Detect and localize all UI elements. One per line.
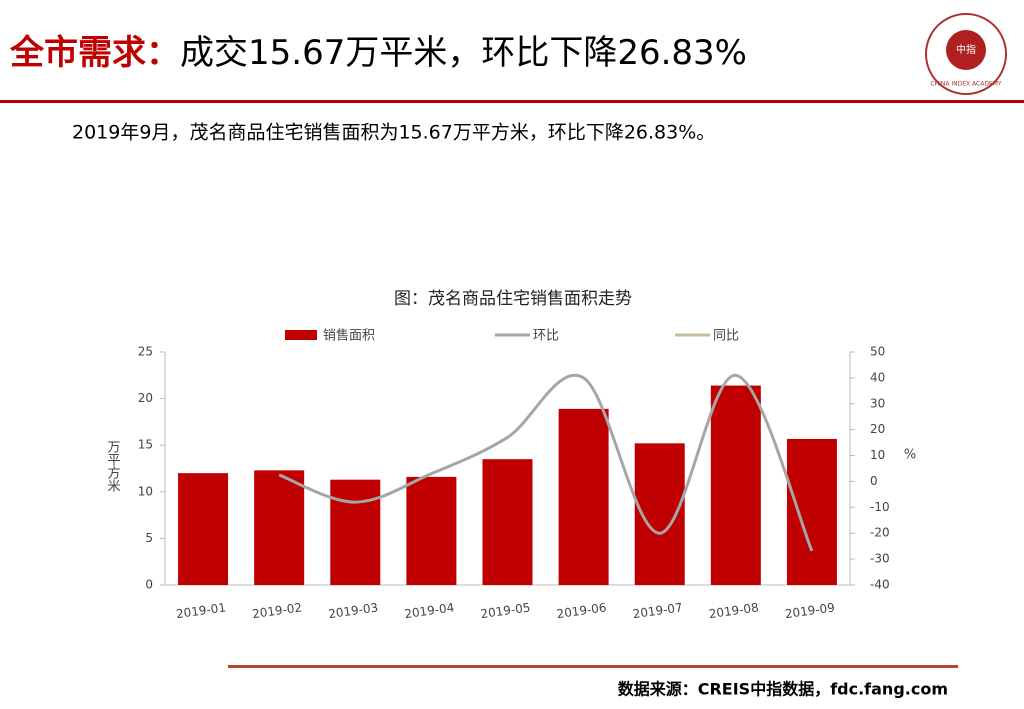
x-tick-label: 2019-05 bbox=[480, 600, 532, 621]
bar bbox=[330, 479, 381, 585]
title-prefix: 全市需求： bbox=[9, 33, 180, 73]
x-tick-label: 2019-01 bbox=[175, 600, 227, 621]
y2-tick-label: 50 bbox=[870, 345, 885, 359]
bar bbox=[558, 408, 609, 585]
x-tick-label: 2019-02 bbox=[251, 600, 303, 621]
footer-rule bbox=[228, 665, 958, 668]
y-axis-label: 万平方米 bbox=[105, 440, 121, 492]
bar bbox=[482, 459, 533, 585]
y2-axis-label: % bbox=[904, 448, 916, 463]
bar bbox=[406, 476, 457, 585]
y2-tick-label: 10 bbox=[870, 448, 885, 462]
logo-ring bbox=[925, 13, 1007, 95]
legend-swatch bbox=[285, 330, 317, 340]
line bbox=[278, 373, 814, 552]
legend-label: 同比 bbox=[713, 329, 739, 344]
header-rule bbox=[0, 100, 1024, 103]
logo: 中指 CHINA INDEX ACADEMY bbox=[925, 13, 1007, 95]
y2-tick-label: 30 bbox=[870, 396, 885, 410]
slide-title: 全市需求：成交15.67万平米，环比下降26.83% bbox=[9, 33, 747, 73]
x-tick-label: 2019-07 bbox=[632, 600, 684, 621]
y-tick-label: 0 bbox=[145, 578, 153, 592]
source: 数据来源：CREIS中指数据，fdc.fang.com bbox=[618, 680, 948, 699]
y2-tick-label: 40 bbox=[870, 370, 885, 384]
summary: 2019年9月，茂名商品住宅销售面积为15.67万平方米，环比下降26.83%。 bbox=[72, 122, 715, 144]
x-tick-label: 2019-06 bbox=[556, 600, 608, 621]
logo-text: CHINA INDEX ACADEMY bbox=[930, 81, 1002, 88]
logo-center: 中指 bbox=[956, 43, 976, 56]
x-tick-label: 2019-09 bbox=[784, 600, 836, 621]
x-tick-label: 2019-08 bbox=[708, 600, 760, 621]
x-tick-label: 2019-04 bbox=[404, 600, 456, 621]
y-tick-label: 5 bbox=[145, 531, 153, 545]
title-main: 成交15.67万平米，环比下降26.83% bbox=[180, 33, 747, 73]
legend-label: 销售面积 bbox=[323, 328, 375, 344]
legend-label: 环比 bbox=[533, 329, 559, 344]
y2-tick-label: 0 bbox=[870, 474, 878, 488]
y-tick-label: 25 bbox=[138, 345, 153, 359]
y-tick-label: 15 bbox=[138, 438, 153, 452]
bar bbox=[786, 438, 837, 585]
y2-tick-label: 20 bbox=[870, 422, 885, 436]
y2-tick-label: -30 bbox=[870, 552, 890, 566]
chart-title: 图：茂名商品住宅销售面积走势 bbox=[394, 289, 632, 309]
bar bbox=[710, 385, 761, 585]
bar bbox=[178, 473, 229, 585]
logo-core bbox=[946, 30, 986, 70]
y2-tick-label: -20 bbox=[870, 526, 890, 540]
y2-tick-label: -10 bbox=[870, 500, 890, 514]
bar bbox=[254, 470, 305, 585]
y2-tick-label: -40 bbox=[870, 578, 890, 592]
x-tick-label: 2019-03 bbox=[327, 600, 379, 621]
y-tick-label: 10 bbox=[138, 484, 153, 498]
y-tick-label: 20 bbox=[138, 391, 153, 405]
